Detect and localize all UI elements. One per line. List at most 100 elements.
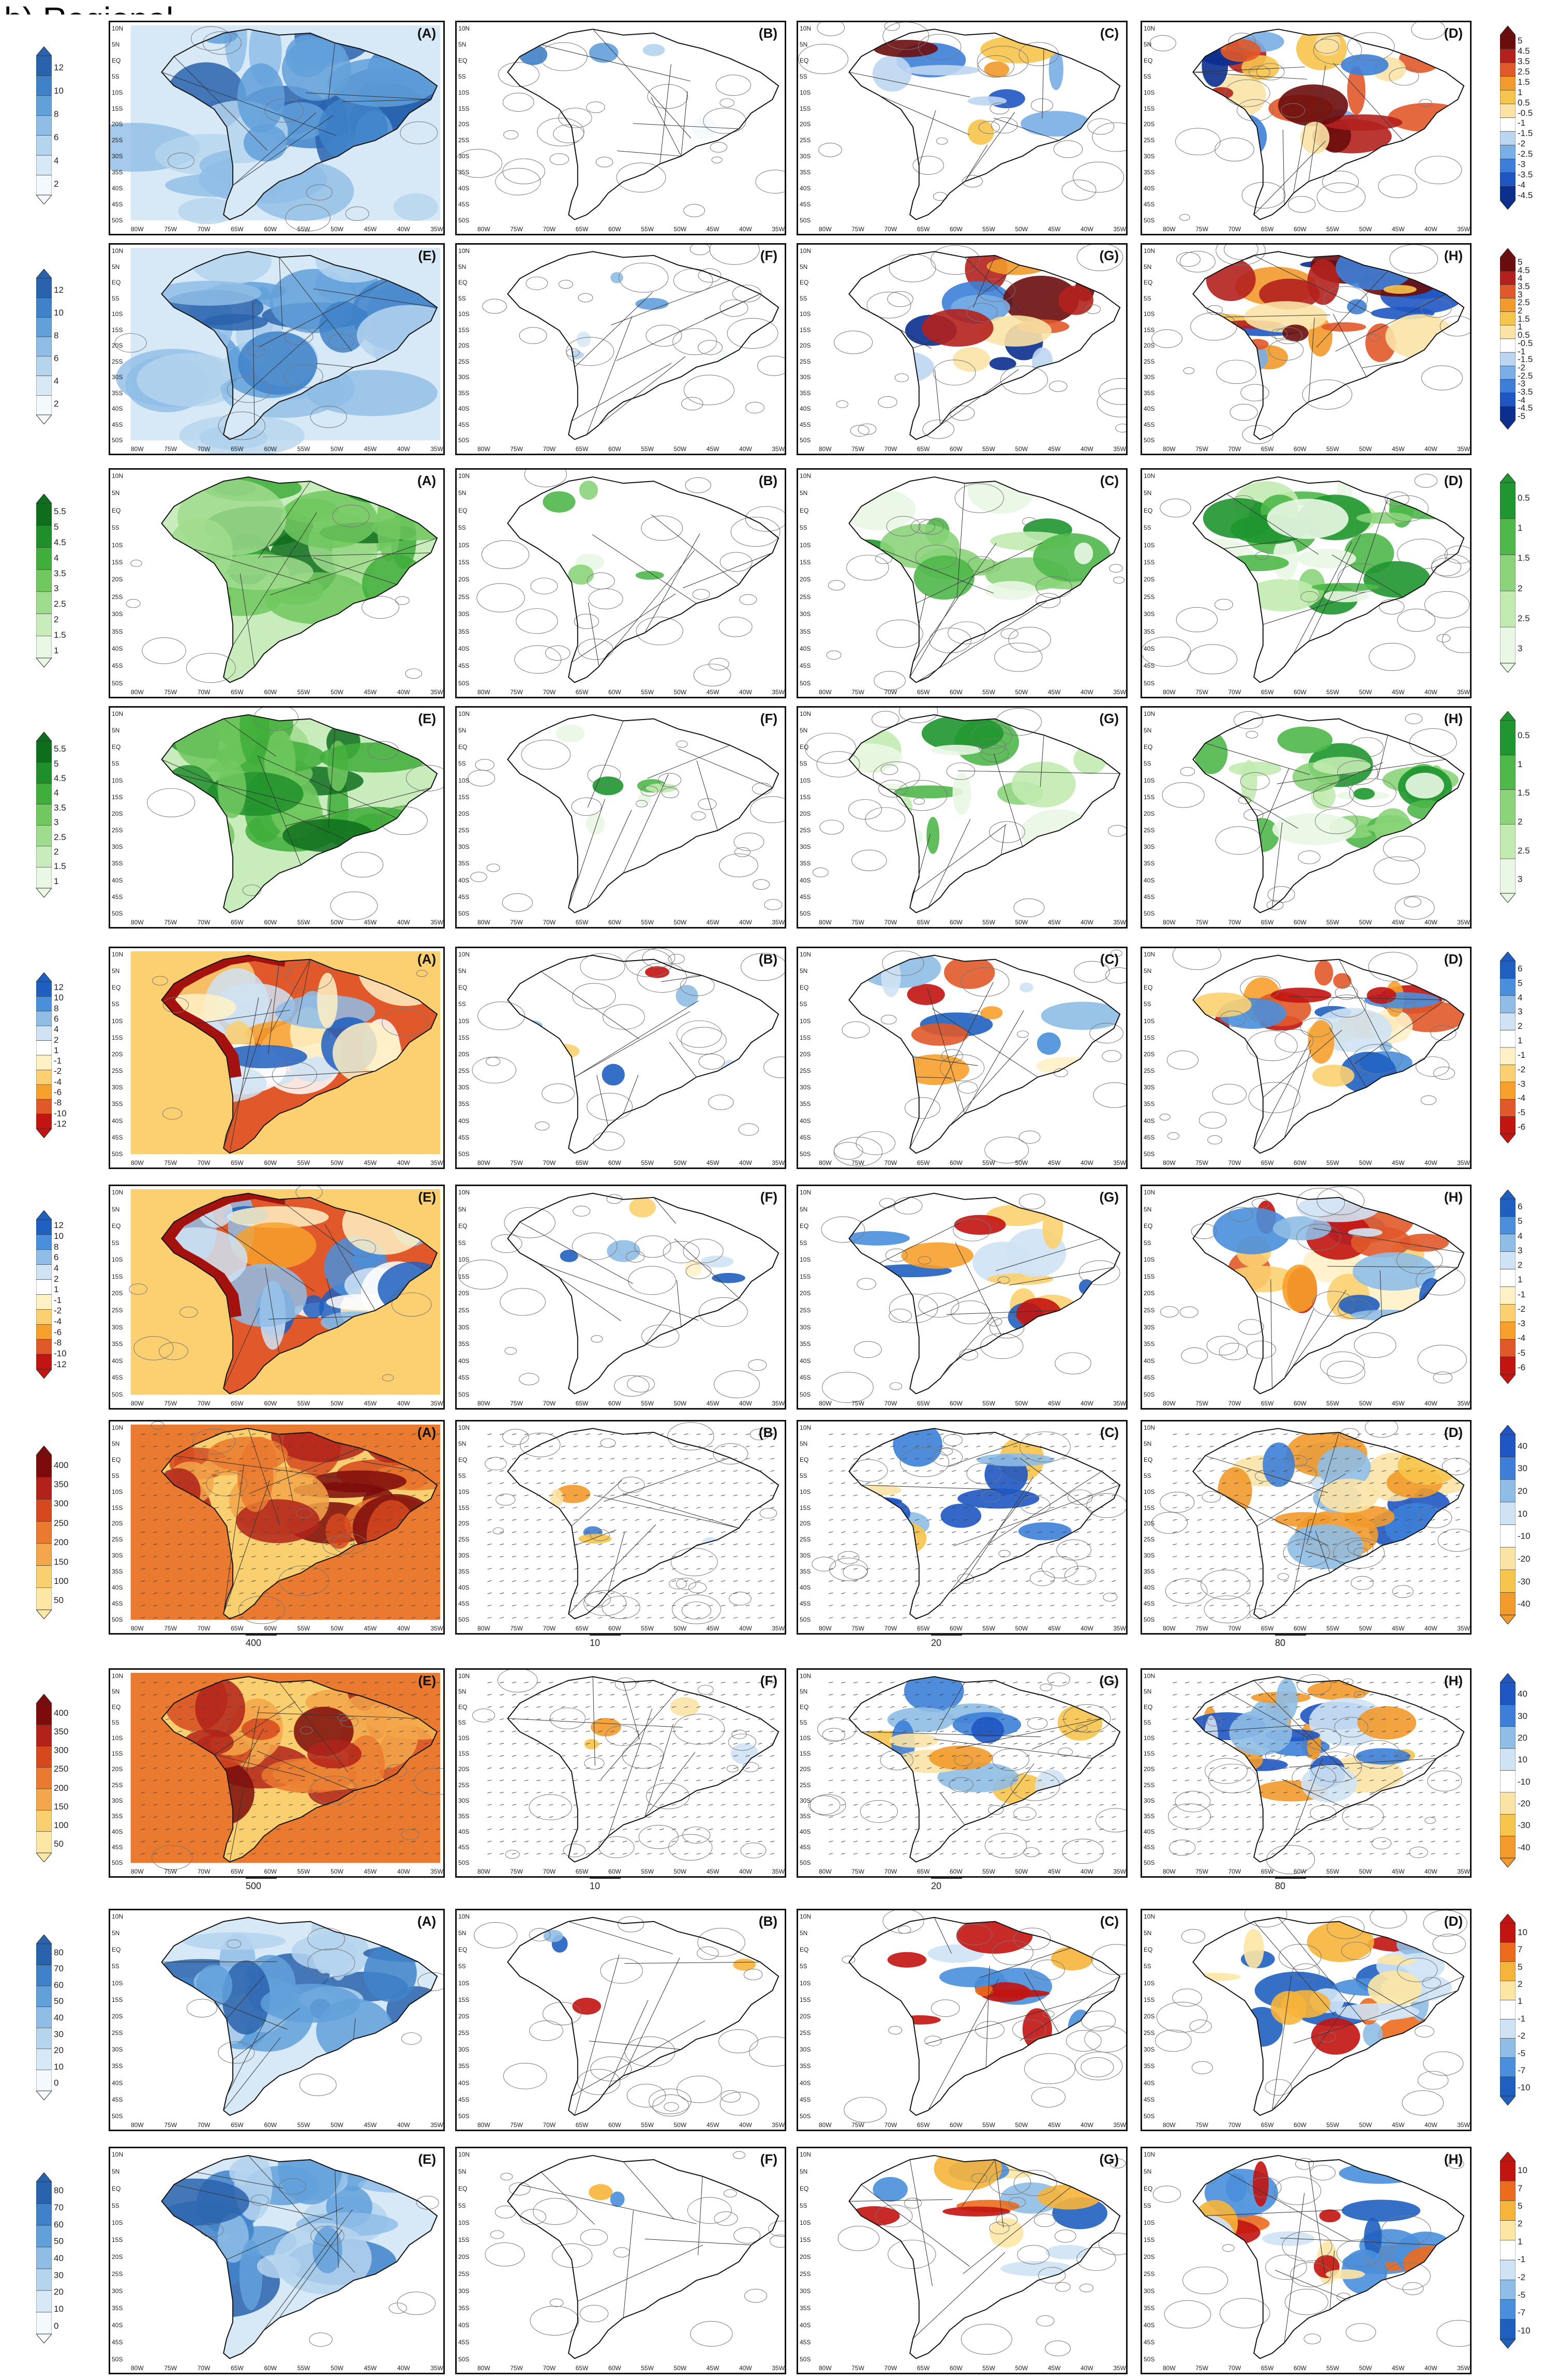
wind-vector <box>853 1706 858 1708</box>
wind-vector <box>902 1482 907 1484</box>
contour-line <box>496 1493 516 1506</box>
wind-vector <box>411 1531 416 1533</box>
wind-vector <box>659 1605 664 1607</box>
wind-vector <box>586 1828 590 1830</box>
contour-line <box>1000 365 1048 395</box>
wind-vector <box>684 1682 688 1684</box>
wind-vector <box>635 1605 639 1607</box>
wind-vector <box>276 1592 281 1594</box>
wind-vector <box>227 1507 231 1509</box>
country-border <box>342 99 431 102</box>
contour-line <box>680 975 715 996</box>
wind-vector <box>487 1555 492 1558</box>
latitude-axis: 10N 5N EQ 5S 10S 15S 20S 25S 30S 35S 40S 45S 50S <box>1144 951 1155 1157</box>
wind-vector <box>251 1718 256 1720</box>
wind-vector <box>1308 1531 1313 1533</box>
wind-vector <box>424 1470 428 1472</box>
anomaly-blob <box>889 1733 939 1748</box>
latitude-tick-label: 25S <box>458 593 470 601</box>
wind-vector <box>853 1482 858 1484</box>
wind-vector <box>1099 1519 1104 1521</box>
wind-vector <box>1112 1694 1116 1696</box>
contour-line <box>1055 1352 1091 1374</box>
wind-vector <box>177 1445 182 1447</box>
wind-vector <box>276 1482 281 1484</box>
wind-vector <box>362 1605 367 1607</box>
latitude-tick-label: 35S <box>112 389 123 397</box>
latitude-tick-label: 10N <box>458 25 470 32</box>
wind-vector <box>411 1853 416 1855</box>
contour-line <box>711 156 723 163</box>
wind-vector <box>598 1482 603 1484</box>
latitude-tick-label: 25S <box>112 1067 123 1075</box>
wind-vector <box>1209 1605 1214 1607</box>
anomaly-blob <box>881 957 901 997</box>
wind-vector <box>709 1743 713 1745</box>
wind-vector <box>610 1555 615 1558</box>
anomaly-blob <box>1019 982 1033 993</box>
longitude-tick-label: 60W <box>1294 688 1307 696</box>
wind-vector <box>362 1853 367 1855</box>
wind-vector <box>1382 1494 1386 1496</box>
wind-vector <box>1062 1804 1067 1806</box>
wind-vector <box>1234 1580 1239 1582</box>
colorbar-tick-label: -6 <box>1518 1122 1526 1132</box>
latitude-tick-label: 5S <box>800 1239 807 1247</box>
country-border <box>912 339 940 349</box>
wind-vector <box>598 1743 603 1745</box>
latitude-axis: 10N 5N EQ 5S 10S 15S 20S 25S 30S 35S 40S 45S 50S <box>458 951 470 1157</box>
country-border <box>174 1455 339 1478</box>
wind-vector <box>622 1804 627 1806</box>
wind-vector <box>264 1507 268 1509</box>
wind-vector <box>1222 1445 1226 1447</box>
wind-vector <box>829 1767 833 1769</box>
wind-vector <box>227 1458 231 1460</box>
wind-vector <box>1320 1458 1325 1460</box>
latitude-tick-label: 45S <box>458 1374 470 1382</box>
wind-vector <box>1345 1470 1349 1472</box>
wind-vector <box>362 1804 367 1806</box>
wind-vector <box>1050 1730 1055 1732</box>
wind-vector <box>536 1682 541 1684</box>
longitude-tick-label: 70W <box>1228 226 1241 233</box>
longitude-tick-label: 35W <box>772 1868 785 1875</box>
longitude-tick-label: 50W <box>331 1400 343 1407</box>
anomaly-blob <box>1356 512 1412 524</box>
wind-vector <box>386 1853 392 1855</box>
colorbar-tick-label: 5 <box>1518 1216 1523 1226</box>
wind-vector <box>647 1816 652 1818</box>
contour-line <box>1421 365 1463 391</box>
longitude-tick-label: 75W <box>510 1625 523 1632</box>
latitude-tick-label: 10S <box>112 1488 123 1495</box>
country-border <box>1282 129 1285 205</box>
latitude-tick-label: 10S <box>458 310 470 318</box>
wind-vector <box>939 1791 944 1793</box>
wind-vector <box>251 1507 256 1509</box>
wind-vector <box>1406 1458 1411 1460</box>
latitude-tick-label: 50S <box>800 1150 811 1158</box>
contour-line <box>1176 252 1201 267</box>
contour-line <box>1385 491 1409 506</box>
longitude-tick-label: 35W <box>1113 1400 1126 1407</box>
wind-vector <box>153 1828 158 1830</box>
longitude-tick-label: 50W <box>673 1400 687 1407</box>
latitude-tick-label: 35S <box>112 627 123 635</box>
wind-vector <box>549 1840 553 1843</box>
wind-vector <box>487 1507 492 1509</box>
country-border <box>257 1750 354 1791</box>
wind-vector <box>647 1682 652 1684</box>
colorbar-tick-label: 3 <box>54 817 59 828</box>
wind-vector <box>436 1682 441 1684</box>
wind-vector <box>202 1779 207 1782</box>
colorbar-tick-label: 10 <box>54 308 64 318</box>
anomaly-blob <box>986 258 1047 275</box>
wind-vector <box>635 1519 639 1521</box>
wind-vector <box>1013 1555 1018 1558</box>
wind-vector <box>573 1592 578 1594</box>
field-blob <box>214 983 295 1029</box>
longitude-tick-label: 65W <box>575 1868 589 1875</box>
wind-vector <box>1222 1568 1226 1570</box>
wind-vector <box>696 1743 701 1745</box>
country-border <box>659 64 671 164</box>
wind-vector <box>733 1458 738 1460</box>
